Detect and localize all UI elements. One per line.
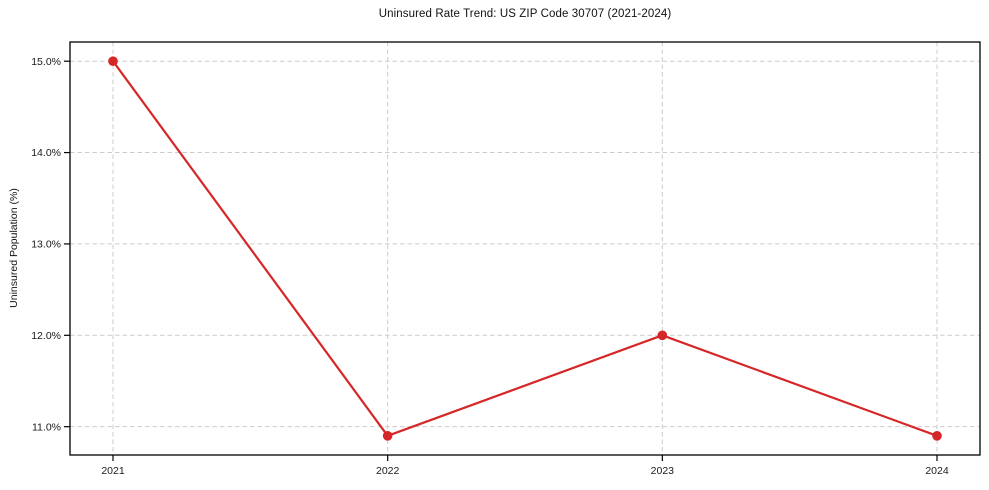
x-tick-label: 2021 [101,465,125,477]
x-tick-label: 2024 [925,465,949,477]
data-point-marker [932,431,942,441]
data-point-marker [108,56,118,66]
plot-border [69,41,981,456]
y-tick-label: 14.0% [31,147,61,159]
y-axis-label: Uninsured Population (%) [8,188,20,308]
chart-title: Uninsured Rate Trend: US ZIP Code 30707 … [378,8,672,20]
x-tick-label: 2023 [651,465,675,477]
data-point-marker [657,330,668,341]
y-tick-label: 13.0% [31,239,61,251]
x-tick-label: 2022 [376,465,400,477]
y-tick-label: 15.0% [31,56,61,68]
trend-line [111,60,939,437]
y-tick-label: 11.0% [32,421,61,433]
y-tick-label: 12.0% [31,330,61,342]
data-point-marker [382,431,393,441]
